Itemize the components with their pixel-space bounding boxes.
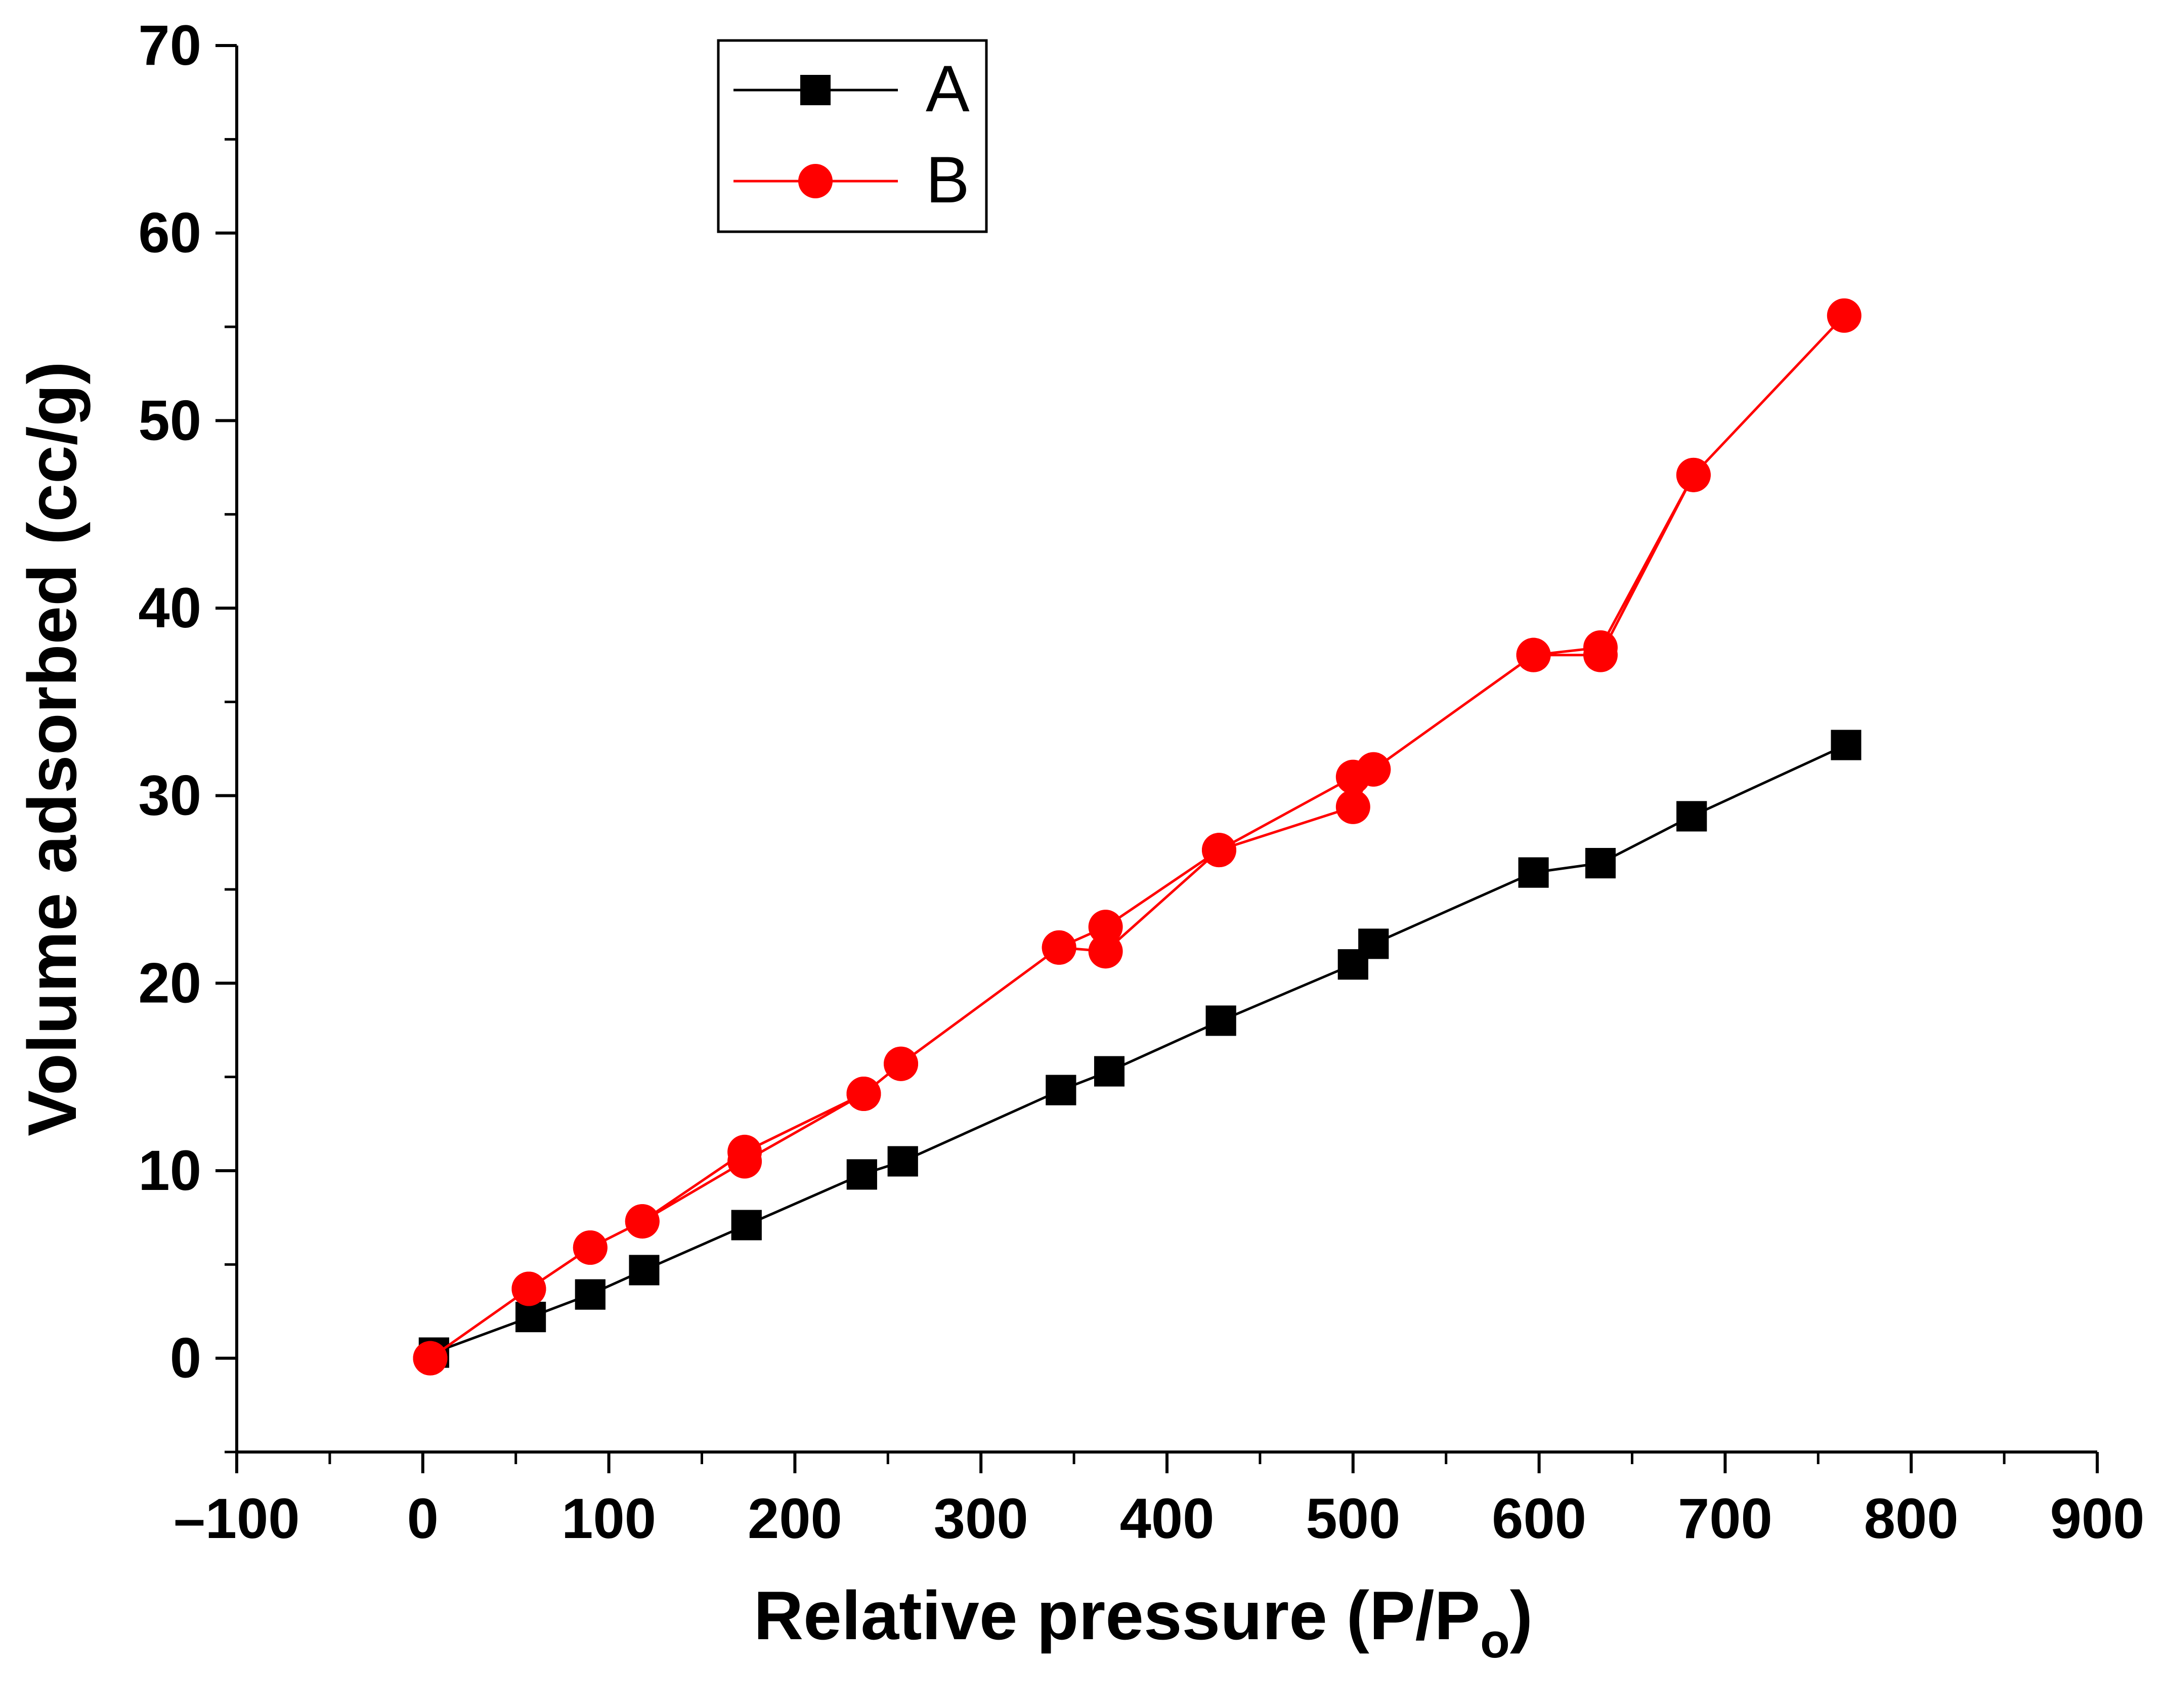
x-axis-label-main: Relative pressure (P/P bbox=[754, 1577, 1480, 1654]
data-point-a bbox=[1337, 949, 1368, 980]
data-point-b bbox=[1335, 789, 1370, 824]
x-tick-label: –100 bbox=[174, 1487, 299, 1550]
data-point-b bbox=[1516, 637, 1551, 672]
data-point-b bbox=[625, 1204, 660, 1239]
data-point-b bbox=[1827, 298, 1862, 333]
x-tick-label: 900 bbox=[2050, 1487, 2145, 1550]
data-point-b bbox=[1201, 833, 1236, 868]
series-a bbox=[418, 730, 1862, 1368]
data-point-a bbox=[575, 1279, 605, 1310]
data-point-a bbox=[887, 1146, 918, 1177]
x-tick-label: 700 bbox=[1678, 1487, 1772, 1550]
data-point-b bbox=[846, 1077, 881, 1112]
y-tick-label: 10 bbox=[138, 1139, 201, 1202]
x-tick-label: 800 bbox=[1864, 1487, 1959, 1550]
x-tick-label: 400 bbox=[1120, 1487, 1215, 1550]
data-point-b bbox=[1088, 910, 1123, 945]
data-point-b bbox=[884, 1046, 919, 1081]
y-tick-label: 70 bbox=[138, 14, 201, 77]
data-point-a bbox=[846, 1159, 877, 1190]
data-point-b bbox=[511, 1271, 546, 1306]
data-point-b bbox=[1676, 457, 1711, 492]
legend-label-a: A bbox=[926, 52, 970, 125]
x-tick-label: 100 bbox=[561, 1487, 656, 1550]
x-tick-label: 500 bbox=[1306, 1487, 1400, 1550]
y-tick-label: 0 bbox=[170, 1327, 201, 1390]
legend: A B bbox=[717, 39, 988, 233]
data-point-b bbox=[1583, 637, 1618, 672]
y-tick-label: 50 bbox=[138, 389, 201, 452]
legend-marker-a bbox=[800, 75, 831, 105]
data-point-a bbox=[731, 1210, 762, 1241]
data-point-a bbox=[1205, 1005, 1236, 1036]
y-tick-label: 20 bbox=[138, 951, 201, 1014]
y-axis-label: Volume adsorbed (cc/g) bbox=[14, 361, 91, 1136]
x-tick-label: 200 bbox=[748, 1487, 842, 1550]
data-point-b bbox=[1088, 934, 1123, 969]
y-tick-label: 40 bbox=[138, 576, 201, 639]
x-axis-label-suffix: ) bbox=[1510, 1577, 1533, 1654]
data-point-a bbox=[1676, 801, 1707, 832]
x-axis-label-subscript: o bbox=[1480, 1614, 1510, 1668]
x-tick-label: 300 bbox=[934, 1487, 1028, 1550]
y-tick-label: 60 bbox=[138, 201, 201, 265]
series-group bbox=[413, 298, 1862, 1376]
data-point-a bbox=[1585, 848, 1616, 879]
series-b bbox=[413, 298, 1862, 1376]
data-point-a bbox=[515, 1302, 546, 1333]
data-point-b bbox=[1335, 759, 1370, 794]
data-point-a bbox=[1831, 730, 1862, 760]
data-point-a bbox=[629, 1255, 660, 1286]
axes: –100 0 100 200 300 400 500 600 700 800 900 0 10 20 30 4… bbox=[138, 14, 2144, 1550]
legend-label-b: B bbox=[926, 143, 970, 217]
data-point-b bbox=[727, 1134, 762, 1169]
data-point-a bbox=[1518, 857, 1549, 888]
data-point-a bbox=[1046, 1075, 1076, 1105]
x-axis-label: Relative pressure (P/Po) bbox=[754, 1577, 1533, 1668]
legend-box bbox=[717, 39, 988, 233]
x-tick-label: 0 bbox=[407, 1487, 439, 1550]
data-point-b bbox=[413, 1341, 448, 1376]
data-point-b bbox=[573, 1230, 608, 1265]
data-point-b bbox=[1042, 930, 1076, 965]
series-line-b bbox=[429, 314, 1846, 1359]
legend-marker-b bbox=[798, 164, 833, 198]
data-point-a bbox=[1094, 1056, 1124, 1087]
y-tick-label: 30 bbox=[138, 764, 201, 827]
x-tick-label: 600 bbox=[1492, 1487, 1586, 1550]
